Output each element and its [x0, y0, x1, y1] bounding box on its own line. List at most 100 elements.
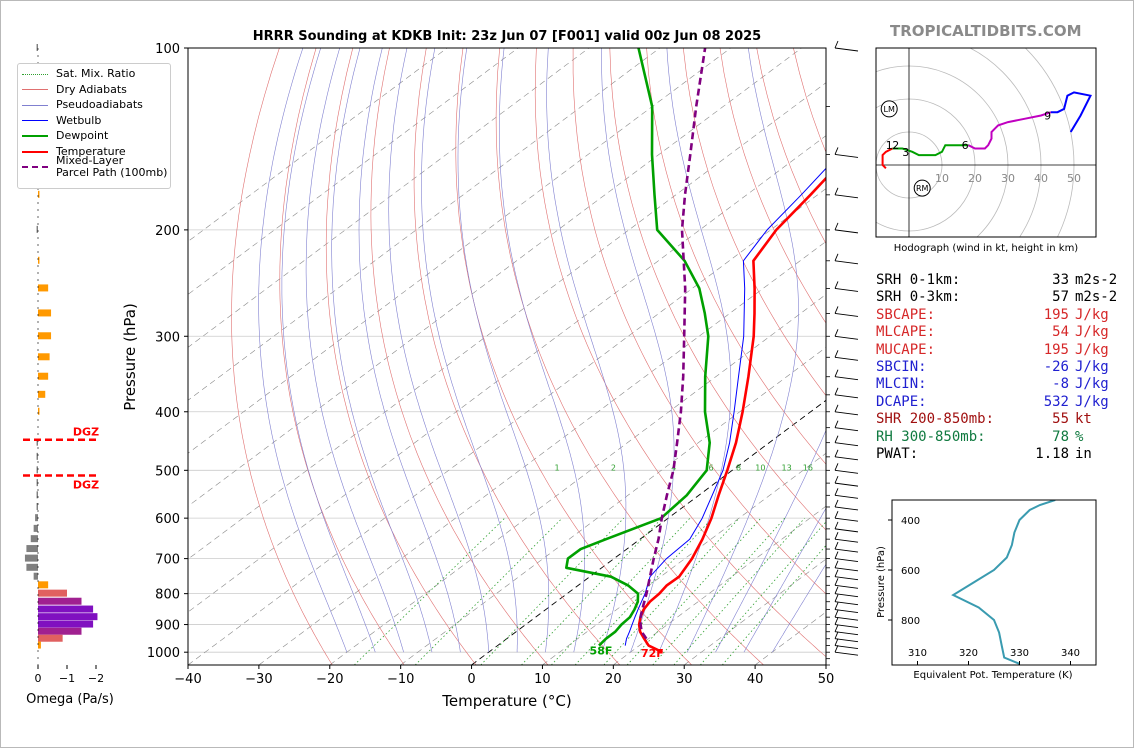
skewt-background-lines: 1 2 4 6 8 10 13 16 20 24 30 36 [188, 48, 826, 665]
omega-bar [33, 572, 38, 580]
hodograph-ring-label: 30 [1001, 172, 1015, 185]
wind-barb-flag [834, 420, 839, 428]
omega-bar [38, 641, 41, 649]
pseudoadiabat [421, 48, 518, 653]
isotherm [188, 135, 826, 613]
wind-barb-staff [834, 506, 859, 511]
omega-bar [36, 225, 38, 233]
wind-barb-staff [834, 394, 859, 399]
pseudoadiabat [658, 48, 732, 653]
skewt-plot-frame [187, 47, 827, 666]
omega-bar [36, 502, 38, 510]
pseudoadiabat [281, 48, 376, 653]
theta-e-line [951, 500, 1056, 665]
wind-barbs-column [834, 40, 859, 656]
mixing-ratio-label: 4 [671, 464, 676, 473]
wind-barb-flag [834, 187, 839, 196]
skewt-y-tick-label: 500 [155, 464, 180, 479]
skewt-x-tick-label: 30 [676, 672, 693, 687]
hodograph-segment-hodo_mid [892, 144, 969, 157]
dry-adiabat [683, 48, 826, 397]
storm-motion-label: RM [916, 184, 929, 193]
wind-barb-flag [834, 551, 839, 559]
stat-unit: J/kg [1075, 376, 1109, 393]
wind-barb-flag [834, 510, 839, 519]
stat-row: SHR 200-850mb: 55 kt [876, 411, 1117, 428]
omega-bar [38, 284, 49, 292]
omega-bar [36, 438, 38, 446]
theta-e-trace [951, 500, 1056, 665]
hodograph-ring-label: 40 [1034, 172, 1048, 185]
skewt-axes: −40 −30 −20 −10 0 10 20 30 40 50 100 200 300 400 500 60… [147, 42, 834, 687]
omega-bar [38, 353, 50, 361]
wind-barb-staff [834, 494, 859, 499]
mixing-ratio-label: 2 [611, 464, 616, 473]
omega-bar [38, 634, 63, 642]
skewt-x-tick-label: −10 [387, 672, 414, 687]
wind-barb-staff [834, 538, 859, 543]
mixing-ratio-line [574, 517, 713, 665]
mixing-ratio-line [521, 517, 663, 665]
wind-barb-staff [834, 287, 859, 292]
omega-bar [38, 620, 94, 628]
legend-label: Dewpoint [56, 129, 109, 142]
wind-barb-staff [834, 584, 859, 589]
wind-barb-flag [834, 499, 839, 508]
pseudoadiabat [258, 48, 348, 653]
wind-barb-flag [834, 40, 839, 49]
storm-motion-marker [880, 100, 898, 118]
skewt-y-tick-label: 600 [155, 512, 180, 527]
stat-name: DCAPE: [876, 393, 927, 410]
legend-label: Wetbulb [56, 113, 102, 127]
skewt-y-tick-label: 800 [155, 588, 180, 603]
wind-barb-flag [834, 369, 839, 377]
dgz-label: DGZ [73, 426, 99, 439]
isotherm [188, 48, 731, 454]
theta-e-x-tick-label: 310 [908, 648, 927, 659]
wind-barb-staff [834, 153, 859, 158]
stat-name: MUCAPE: [876, 341, 936, 358]
legend-item: Temperature [22, 145, 126, 159]
wind-barb-flag [834, 222, 839, 231]
stat-name: SHR 200-850mb: [876, 411, 995, 428]
stat-unit: m2s-2 [1075, 272, 1118, 288]
omega-bar [36, 44, 38, 51]
pseudoadiabat [686, 48, 799, 653]
surface-temperature-label: 72F [641, 647, 664, 660]
stat-unit: J/kg [1075, 393, 1109, 410]
legend-label: Mixed-Layer Parcel Path (100mb) [56, 154, 168, 179]
wind-barb-flag [834, 645, 839, 653]
legend-swatch [22, 89, 48, 90]
mixing-ratio-line [699, 521, 826, 665]
pseudoadiabat [715, 429, 826, 653]
dry-adiabat [413, 48, 621, 665]
stat-unit: J/kg [1075, 306, 1109, 323]
wind-barb-flag [834, 631, 839, 639]
stat-name: RH 300-850mb: [876, 428, 986, 445]
isotherm [258, 241, 826, 665]
wind-barb-flag [834, 609, 839, 618]
omega-x-label: Omega (Pa/s) [26, 692, 114, 707]
stat-value: 57 [1052, 289, 1069, 306]
wind-barb-staff [834, 624, 859, 628]
wind-barb-flag [834, 435, 839, 443]
omega-bar [38, 581, 49, 589]
wind-barb-flag [834, 617, 839, 625]
stat-unit: % [1075, 428, 1084, 445]
wind-barb-staff [834, 645, 859, 650]
legend-label: Pseudoadiabats [56, 98, 143, 111]
skewt-y-tick-label: 900 [155, 619, 180, 634]
wind-barb-flag [834, 449, 839, 458]
stat-unit: kt [1075, 411, 1092, 428]
pseudoadiabat [772, 563, 826, 653]
pseudoadiabat [305, 48, 404, 653]
wind-barb-staff [834, 376, 859, 381]
wind-barb-flag [834, 560, 839, 568]
skewt-y-tick-label: 700 [155, 553, 180, 568]
wind-barb-flag [834, 586, 839, 594]
stat-unit: J/kg [1075, 341, 1109, 358]
skewt-y-tick-label: 200 [155, 224, 180, 239]
wind-barb-flag [834, 387, 839, 396]
wind-barb-staff [834, 548, 859, 553]
dry-adiabat [495, 48, 764, 665]
